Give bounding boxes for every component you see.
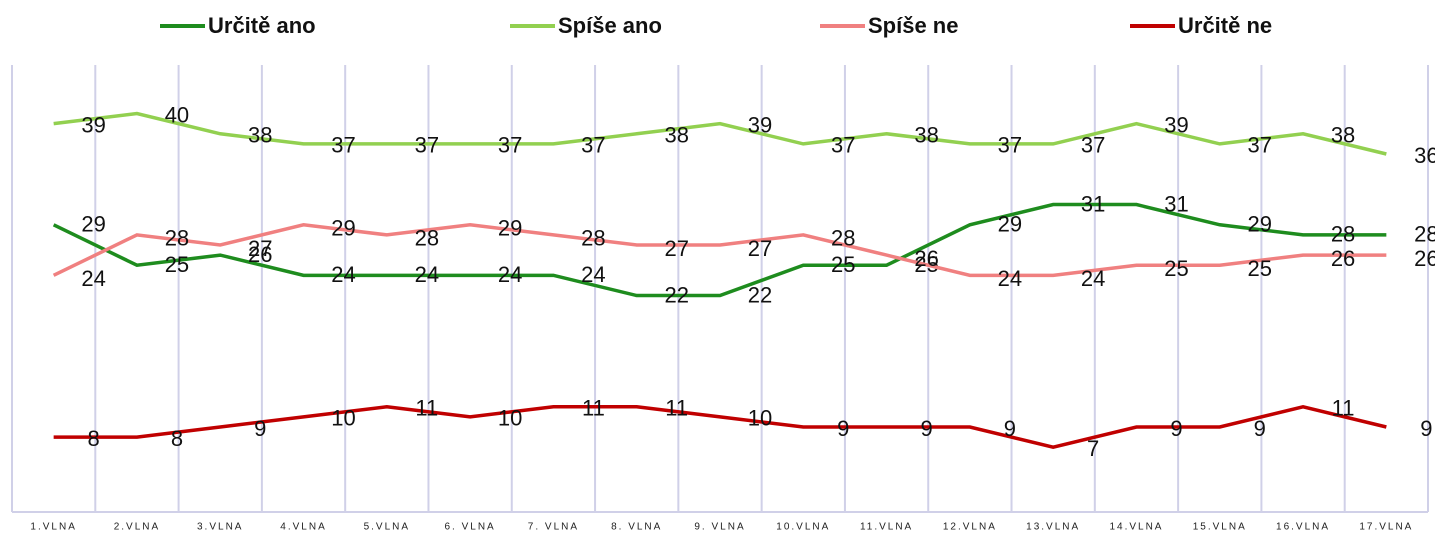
data-label: 26 bbox=[248, 242, 272, 267]
x-tick-label: 13.VLNA bbox=[1026, 522, 1080, 533]
legend-label: Spíše ano bbox=[558, 13, 662, 38]
x-tick-label: 12.VLNA bbox=[943, 522, 997, 533]
data-label: 39 bbox=[1164, 112, 1188, 137]
data-label: 36 bbox=[1414, 143, 1435, 168]
x-tick-label: 9. VLNA bbox=[694, 522, 745, 533]
series-line bbox=[53, 404, 1387, 450]
data-label: 11 bbox=[665, 396, 688, 421]
data-label: 29 bbox=[331, 216, 355, 241]
data-label: 37 bbox=[498, 133, 522, 158]
data-label: 37 bbox=[1081, 133, 1105, 158]
data-label: 37 bbox=[581, 133, 605, 158]
data-label: 39 bbox=[748, 112, 772, 137]
data-label: 37 bbox=[831, 133, 855, 158]
data-label: 37 bbox=[1248, 133, 1272, 158]
data-label: 25 bbox=[1164, 256, 1188, 281]
data-label: 11 bbox=[1332, 396, 1355, 421]
data-label: 38 bbox=[248, 123, 272, 148]
data-label: 10 bbox=[331, 406, 355, 431]
x-tick-label: 11.VLNA bbox=[860, 522, 913, 533]
data-label: 28 bbox=[165, 226, 189, 251]
data-label: 25 bbox=[831, 252, 855, 277]
data-label: 10 bbox=[748, 406, 772, 431]
data-label: 24 bbox=[415, 262, 439, 287]
data-label: 25 bbox=[1248, 256, 1272, 281]
x-tick-label: 14.VLNA bbox=[1109, 522, 1163, 533]
data-label: 7 bbox=[1087, 436, 1099, 461]
series-line bbox=[52, 223, 1387, 278]
data-label: 9 bbox=[1004, 416, 1016, 441]
data-label: 26 bbox=[1331, 246, 1355, 271]
data-label: 22 bbox=[748, 282, 772, 307]
data-label: 29 bbox=[498, 216, 522, 241]
data-label: 8 bbox=[88, 426, 100, 451]
data-label: 28 bbox=[831, 226, 855, 251]
data-label: 28 bbox=[581, 226, 605, 251]
data-label: 24 bbox=[581, 262, 605, 287]
data-label: 29 bbox=[1248, 212, 1272, 237]
x-tick-label: 6. VLNA bbox=[444, 522, 495, 533]
data-label: 38 bbox=[1331, 123, 1355, 148]
data-label: 11 bbox=[582, 396, 605, 421]
data-label: 37 bbox=[415, 133, 439, 158]
data-label: 28 bbox=[415, 226, 439, 251]
legend-label: Spíše ne bbox=[868, 13, 958, 38]
x-tick-label: 2.VLNA bbox=[114, 522, 160, 533]
data-label: 9 bbox=[920, 416, 932, 441]
series-line bbox=[52, 202, 1387, 298]
x-tick-label: 7. VLNA bbox=[528, 522, 579, 533]
data-label: 27 bbox=[748, 236, 772, 261]
data-label: 24 bbox=[331, 262, 355, 287]
data-label: 10 bbox=[498, 406, 522, 431]
data-label: 9 bbox=[837, 416, 849, 441]
data-label: 9 bbox=[1254, 416, 1266, 441]
data-label: 9 bbox=[254, 416, 266, 441]
data-label: 31 bbox=[1164, 191, 1188, 216]
data-label: 9 bbox=[1170, 416, 1182, 441]
data-label: 8 bbox=[171, 426, 183, 451]
x-tick-label: 4.VLNA bbox=[280, 522, 326, 533]
x-tick-label: 5.VLNA bbox=[364, 522, 410, 533]
data-label: 24 bbox=[498, 262, 522, 287]
legend-label: Určitě ne bbox=[1178, 13, 1272, 38]
data-label: 28 bbox=[1414, 222, 1435, 247]
data-label: 24 bbox=[81, 266, 105, 291]
x-tick-label: 8. VLNA bbox=[611, 522, 662, 533]
x-tick-label: 16.VLNA bbox=[1276, 522, 1330, 533]
data-label: 24 bbox=[1081, 266, 1105, 291]
data-label: 28 bbox=[1331, 222, 1355, 247]
data-label: 31 bbox=[1081, 191, 1105, 216]
data-label: 27 bbox=[248, 236, 272, 261]
series-line bbox=[53, 111, 1387, 156]
x-tick-label: 1.VLNA bbox=[30, 522, 76, 533]
data-label: 37 bbox=[998, 133, 1022, 158]
data-label: 26 bbox=[1414, 246, 1435, 271]
data-label: 38 bbox=[914, 123, 938, 148]
data-label: 38 bbox=[664, 123, 688, 148]
data-label: 26 bbox=[914, 246, 938, 271]
data-label: 37 bbox=[331, 133, 355, 158]
data-label: 11 bbox=[415, 396, 438, 421]
legend-label: Určitě ano bbox=[208, 13, 316, 38]
data-label: 27 bbox=[664, 236, 688, 261]
data-label: 9 bbox=[1420, 416, 1432, 441]
x-tick-label: 17.VLNA bbox=[1359, 522, 1413, 533]
data-label: 29 bbox=[998, 212, 1022, 237]
data-label: 39 bbox=[81, 112, 105, 137]
x-tick-label: 3.VLNA bbox=[197, 522, 243, 533]
data-label: 25 bbox=[165, 252, 189, 277]
data-label: 40 bbox=[165, 102, 189, 127]
data-label: 29 bbox=[81, 212, 105, 237]
x-tick-label: 10.VLNA bbox=[776, 522, 830, 533]
data-label: 24 bbox=[998, 266, 1022, 291]
data-label: 22 bbox=[664, 282, 688, 307]
x-tick-label: 15.VLNA bbox=[1193, 522, 1247, 533]
